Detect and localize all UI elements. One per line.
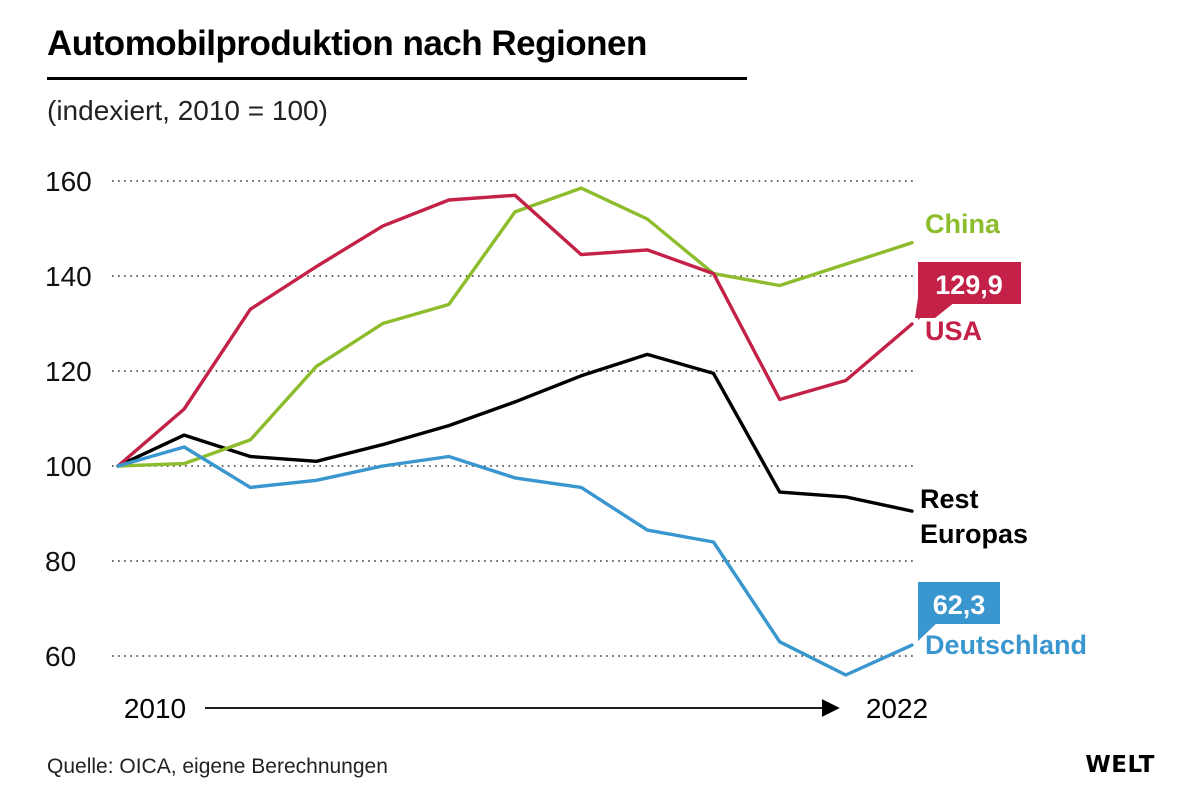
chart-title: Automobilproduktion nach Regionen — [47, 24, 647, 63]
series-label-deutschland: Deutschland — [925, 630, 1087, 660]
series-line-rest-europas — [116, 352, 914, 513]
callout-tail-deutschland — [918, 620, 940, 642]
series-label-china: China — [925, 209, 1001, 239]
callout-box-deutschland — [918, 582, 1000, 624]
series-label-usa: USA — [925, 316, 982, 346]
source-note: Quelle: OICA, eigene Berechnungen — [47, 755, 388, 778]
x-axis-start-label: 2010 — [124, 693, 186, 724]
y-tick-label-60: 60 — [45, 641, 76, 672]
welt-logo: WELT — [1085, 752, 1155, 778]
series-line-china — [116, 186, 914, 468]
y-tick-label-140: 140 — [45, 261, 92, 292]
series-line-usa — [116, 193, 914, 468]
title-underline — [47, 77, 747, 80]
y-tick-label-100: 100 — [45, 451, 92, 482]
callout-value-deutschland: 62,3 — [933, 590, 986, 620]
callout-value-usa: 129,9 — [935, 270, 1003, 300]
y-tick-label-160: 160 — [45, 166, 92, 197]
series-label-rest-europas-line2: Europas — [920, 519, 1028, 549]
chart-subtitle: (indexiert, 2010 = 100) — [47, 95, 328, 126]
series-line-deutschland — [116, 445, 914, 677]
callout-tail-usa — [918, 300, 940, 320]
x-axis-end-label: 2022 — [866, 693, 928, 724]
series-label-rest-europas-line1: Rest — [920, 484, 979, 514]
y-tick-label-80: 80 — [45, 546, 76, 577]
y-tick-label-120: 120 — [45, 356, 92, 387]
callout-box-usa — [918, 262, 1021, 304]
